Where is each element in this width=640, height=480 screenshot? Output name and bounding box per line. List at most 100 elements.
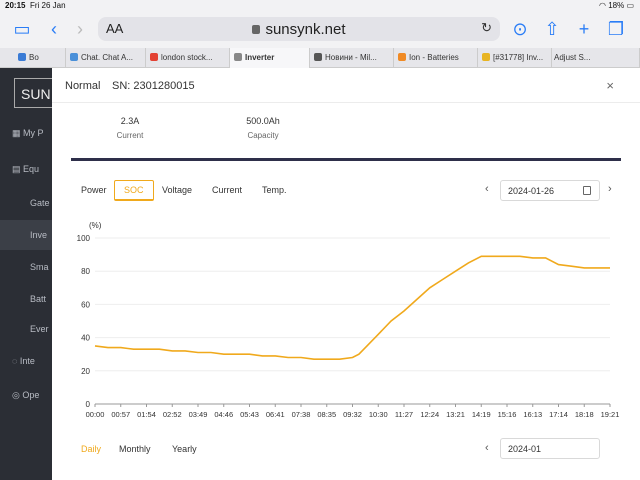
reload-icon[interactable]: ↻ — [481, 20, 492, 35]
tab-overview-icon[interactable]: ❐ — [607, 19, 625, 39]
url-label: sunsynk.net — [265, 21, 346, 38]
soc-series-line — [94, 255, 610, 360]
x-tick-label: 16:13 — [523, 410, 542, 419]
browser-tab[interactable]: Ion - Batteries — [394, 48, 478, 68]
tab-yearly[interactable]: Yearly — [172, 444, 197, 454]
battery-icon: ▭ — [626, 1, 634, 10]
stat-label: Current — [116, 131, 144, 140]
sidebar-item-operations[interactable]: ◎ Ope — [12, 390, 40, 400]
browser-tab[interactable]: Chat. Chat A... — [66, 48, 146, 68]
soc-line-chart: (%) 0 20 40 60 80 100 00:00 00:57 01:54 02:52 03:49… — [77, 221, 620, 419]
next-date-icon[interactable]: › — [608, 183, 612, 195]
stat-value: 2.3A — [120, 116, 140, 126]
browser-tab[interactable]: [#31778] Inv... — [478, 48, 552, 68]
status-date: Fri 26 Jan — [30, 1, 66, 10]
lock-icon — [252, 25, 261, 34]
stat-label: Capacity — [247, 131, 279, 140]
close-icon[interactable] — [234, 53, 242, 61]
tab-bar: Bo Chat. Chat A... london stock... Inver… — [0, 48, 640, 68]
tab-monthly[interactable]: Monthly — [119, 444, 151, 454]
download-icon[interactable]: ⊙ — [512, 19, 528, 39]
x-tick-label: 15:16 — [498, 410, 517, 419]
clock: 20:15 — [5, 1, 26, 10]
status-bar: 20:15 Fri 26 Jan ◠ 18% ▭ — [0, 0, 640, 12]
date-picker[interactable]: 2024-01-26 — [500, 180, 600, 201]
x-tick-label: 18:18 — [575, 410, 594, 419]
sidebar-item-smart[interactable]: Sma — [30, 262, 49, 272]
tab-soc[interactable]: SOC — [114, 180, 154, 201]
browser-tab-active[interactable]: Inverter — [230, 48, 310, 68]
tab-favicon — [70, 53, 78, 61]
modal-header: Normal SN: 2301280015 × — [52, 68, 640, 103]
sidebar-item-battery[interactable]: Batt — [30, 294, 47, 304]
serial-number: SN: 2301280015 — [112, 80, 195, 92]
bulb-icon: ◌ — [12, 356, 20, 366]
x-tick-label: 11:27 — [395, 410, 413, 419]
x-tick-label: 00:57 — [111, 410, 130, 419]
x-tick-label: 02:52 — [163, 410, 182, 419]
tab-voltage[interactable]: Voltage — [162, 185, 193, 195]
browser-tab[interactable]: Новини - Mil... — [310, 48, 394, 68]
sidebar-item-my[interactable]: ▦ My P — [12, 128, 44, 138]
equipment-icon: ▤ — [12, 164, 24, 174]
sidebar-item-ev[interactable]: Ever — [30, 324, 49, 334]
tab-favicon — [314, 53, 322, 61]
browser-tab[interactable]: Adjust S... — [552, 48, 640, 68]
y-axis-label: (%) — [89, 221, 102, 230]
x-tick-label: 06:41 — [266, 410, 285, 419]
battery-percent: 18% — [608, 1, 625, 10]
browser-tab[interactable]: london stock... — [146, 48, 230, 68]
tab-temp[interactable]: Temp. — [262, 185, 287, 195]
y-tick-label: 100 — [77, 234, 91, 243]
sidebar-toggle-icon[interactable]: ▭ — [13, 19, 31, 39]
tab-favicon — [150, 53, 158, 61]
calendar-icon — [583, 186, 591, 195]
share-icon[interactable]: ⇧ — [544, 19, 560, 39]
back-icon[interactable]: ‹ — [51, 19, 57, 39]
y-tick-label: 0 — [86, 400, 91, 409]
browser-toolbar: ▭ ‹ › AA sunsynk.net ↻ ⊙ ⇧ + ❐ — [0, 12, 640, 48]
address-bar[interactable]: AA sunsynk.net ↻ — [98, 17, 500, 41]
modal-status: Normal — [65, 80, 101, 92]
tab-daily[interactable]: Daily — [81, 444, 102, 454]
x-tick-label: 17:14 — [549, 410, 568, 419]
url-text: sunsynk.net — [98, 21, 500, 38]
date-value: 2024-01-26 — [508, 186, 555, 196]
forward-icon[interactable]: › — [77, 19, 83, 39]
tab-favicon — [482, 53, 490, 61]
sidebar-item-integration[interactable]: ◌ Inte — [12, 356, 35, 366]
sidebar-item-equipment[interactable]: ▤ Equ — [12, 164, 40, 174]
x-tick-label: 08:35 — [317, 410, 336, 419]
close-icon[interactable]: × — [606, 78, 614, 93]
inverter-detail-modal: Normal SN: 2301280015 × 2.3A Current 500… — [52, 68, 640, 480]
prev-date-icon[interactable]: ‹ — [485, 183, 489, 195]
tab-power[interactable]: Power — [81, 185, 107, 195]
x-tick-label: 04:46 — [214, 410, 233, 419]
wifi-icon: ◠ — [598, 1, 609, 10]
new-tab-icon[interactable]: + — [578, 19, 590, 39]
x-tick-label: 14:19 — [472, 410, 491, 419]
app-sidebar: SUN ▦ My P ▤ Equ Gate Inve Sma Batt Ever… — [0, 68, 74, 480]
x-tick-label: 09:32 — [343, 410, 362, 419]
sidebar-item-inverter[interactable]: Inve — [0, 220, 52, 250]
sidebar-item-gateway[interactable]: Gate — [30, 198, 50, 208]
month-picker[interactable]: 2024-01 — [500, 438, 600, 459]
battery-indicator: ◠ 18% ▭ — [599, 1, 634, 10]
tab-current[interactable]: Current — [212, 185, 243, 195]
x-tick-label: 00:00 — [86, 410, 105, 419]
reader-aa-button[interactable]: AA — [106, 21, 124, 36]
stat-current: 2.3A Current — [110, 116, 150, 140]
y-tick-label: 20 — [81, 367, 90, 376]
y-tick-label: 80 — [81, 267, 90, 276]
home-icon: ▦ — [12, 128, 24, 138]
x-tick-label: 07:38 — [292, 410, 311, 419]
x-tick-label: 19:21 — [601, 410, 620, 419]
section-divider — [71, 158, 621, 161]
browser-tab[interactable]: Bo — [14, 48, 66, 68]
x-tick-label: 12:24 — [420, 410, 439, 419]
x-tick-label: 13:21 — [446, 410, 465, 419]
month-value: 2024-01 — [508, 444, 542, 454]
x-tick-label: 10:30 — [369, 410, 388, 419]
y-tick-label: 60 — [81, 300, 90, 309]
prev-month-icon[interactable]: ‹ — [485, 442, 489, 454]
